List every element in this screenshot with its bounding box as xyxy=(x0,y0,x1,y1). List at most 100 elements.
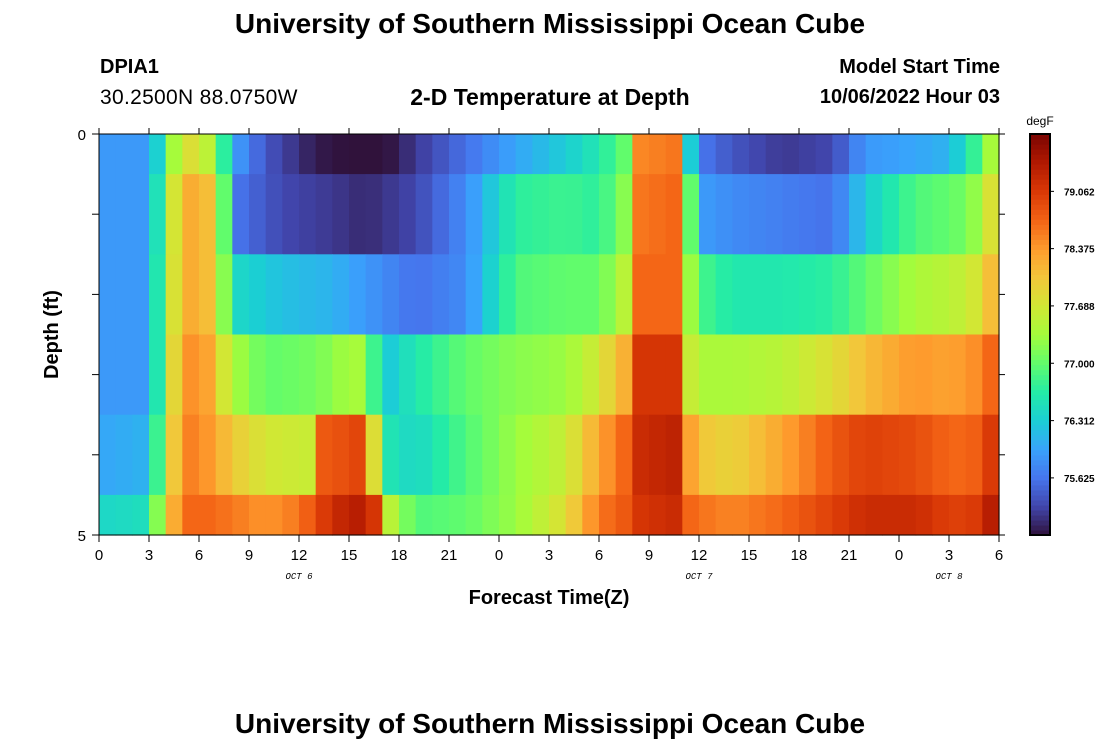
heatmap-cell xyxy=(232,334,250,416)
heatmap-cell xyxy=(432,254,450,336)
heatmap-cell xyxy=(482,134,500,175)
heatmap-cell xyxy=(99,494,117,536)
heatmap-cell xyxy=(615,494,633,536)
heatmap-cell xyxy=(182,414,200,496)
heatmap-cell xyxy=(165,494,183,536)
x-tick-label: 0 xyxy=(895,547,903,564)
colorbar-swatch xyxy=(1030,299,1050,306)
heatmap-cell xyxy=(765,334,783,416)
date-label: OCT 6 xyxy=(285,572,313,582)
colorbar-swatch xyxy=(1030,519,1050,526)
heatmap-cell xyxy=(182,494,200,536)
heatmap-cell xyxy=(499,254,517,336)
colorbar-swatch xyxy=(1030,184,1050,190)
heatmap-cell xyxy=(565,174,583,255)
heatmap-cell xyxy=(199,494,217,536)
heatmap-cell xyxy=(732,254,750,336)
heatmap-cell xyxy=(382,414,400,496)
heatmap-cell xyxy=(682,174,700,255)
colorbar-swatch xyxy=(1030,254,1050,260)
heatmap-cell xyxy=(482,174,500,255)
heatmap-cell xyxy=(315,174,333,255)
heatmap-cell xyxy=(882,494,900,536)
heatmap-cell xyxy=(465,174,483,255)
heatmap-cell xyxy=(982,414,1000,496)
heatmap-cell xyxy=(449,334,467,416)
heatmap-cell xyxy=(832,494,850,536)
x-tick-label: 9 xyxy=(645,547,653,564)
heatmap-cell xyxy=(782,254,800,336)
heatmap-cell xyxy=(699,134,717,175)
colorbar-swatch xyxy=(1030,189,1050,195)
heatmap-cell xyxy=(332,254,350,336)
colorbar-swatch xyxy=(1030,259,1050,265)
colorbar-swatch xyxy=(1030,524,1050,531)
colorbar-swatch xyxy=(1030,244,1050,250)
heatmap-cell xyxy=(515,134,533,175)
heatmap-cell xyxy=(182,334,200,416)
heatmap-cell xyxy=(365,494,383,536)
colorbar-swatch xyxy=(1030,394,1050,401)
heatmap-cell xyxy=(932,414,950,496)
colorbar-swatch xyxy=(1030,389,1050,396)
heatmap-cell xyxy=(582,414,600,496)
heatmap-cell xyxy=(932,254,950,336)
heatmap-cell xyxy=(649,134,667,175)
heatmap-cell xyxy=(315,414,333,496)
heatmap-cell xyxy=(382,254,400,336)
heatmap-cell xyxy=(815,254,833,336)
colorbar-swatch xyxy=(1030,449,1050,456)
x-tick-label: 0 xyxy=(95,547,103,564)
colorbar-swatch xyxy=(1030,484,1050,491)
x-tick-label: 6 xyxy=(595,547,603,564)
heatmap-cell xyxy=(932,134,950,175)
colorbar-swatch xyxy=(1030,509,1050,516)
heatmap-cell xyxy=(532,494,550,536)
heatmap-cell xyxy=(199,414,217,496)
colorbar-swatch xyxy=(1030,474,1050,481)
heatmap-cell xyxy=(549,494,567,536)
date-label: OCT 7 xyxy=(685,572,713,582)
colorbar: 79.062 78.375 77.688 77.000 76.312 75.625 degF xyxy=(1026,114,1095,536)
heatmap-cell xyxy=(565,414,583,496)
heatmap-cell xyxy=(799,254,817,336)
heatmap-cell xyxy=(949,414,967,496)
heatmap-cell xyxy=(799,174,817,255)
heatmap-cell xyxy=(632,414,650,496)
heatmap-cell xyxy=(549,254,567,336)
heatmap-cell xyxy=(149,334,167,416)
heatmap-cell xyxy=(215,414,233,496)
heatmap-cell xyxy=(399,334,417,416)
heatmap-cell xyxy=(582,254,600,336)
colorbar-swatch xyxy=(1030,284,1050,290)
heatmap-cell xyxy=(415,174,433,255)
heatmap-cell xyxy=(665,494,683,536)
heatmap-cell xyxy=(649,334,667,416)
heatmap-cell xyxy=(965,334,983,416)
colorbar-swatch xyxy=(1030,349,1050,356)
heatmap-cell xyxy=(199,174,217,255)
heatmap-cell xyxy=(882,414,900,496)
heatmap-cell xyxy=(832,414,850,496)
colorbar-swatch xyxy=(1030,434,1050,441)
x-tick-label: 6 xyxy=(195,547,203,564)
colorbar-tick-label: 77.000 xyxy=(1064,359,1095,370)
heatmap-cell xyxy=(965,414,983,496)
heatmap-cell xyxy=(115,494,133,536)
heatmap-cell xyxy=(749,414,767,496)
heatmap-cell xyxy=(299,334,317,416)
x-tick-label: 3 xyxy=(945,547,953,564)
colorbar-swatch xyxy=(1030,409,1050,416)
model-start-label: Model Start Time xyxy=(839,56,1000,78)
heatmap-cell xyxy=(315,494,333,536)
heatmap-cell xyxy=(899,134,917,175)
heatmap-cell xyxy=(165,334,183,416)
heatmap-cell xyxy=(715,174,733,255)
heatmap-cell xyxy=(265,334,283,416)
heatmap-cell xyxy=(349,134,367,175)
colorbar-swatch xyxy=(1030,374,1050,381)
heatmap-cell xyxy=(799,494,817,536)
heatmap-cell xyxy=(615,174,633,255)
colorbar-swatch xyxy=(1030,529,1050,536)
heatmap-cell xyxy=(799,414,817,496)
